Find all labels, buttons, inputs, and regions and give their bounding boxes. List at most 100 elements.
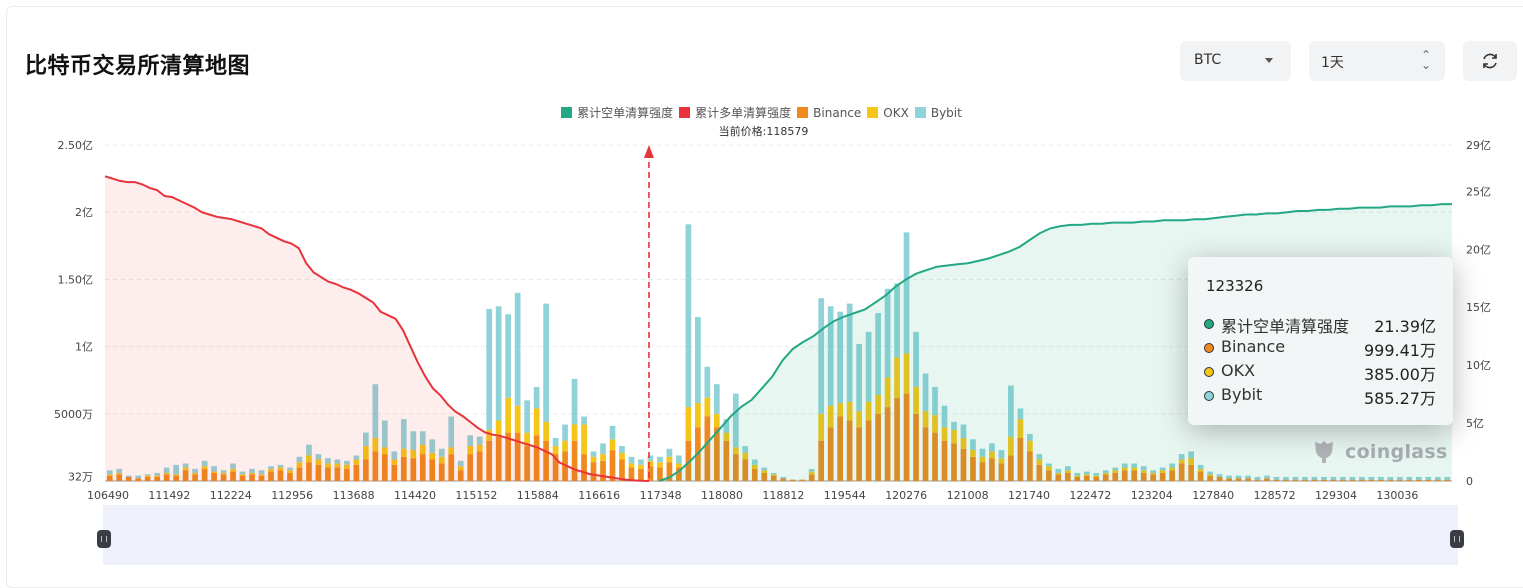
bybit-bar <box>1311 476 1318 480</box>
binance-bar <box>941 440 948 481</box>
bybit-bar <box>1368 476 1375 480</box>
bybit-bar <box>135 475 142 479</box>
legend-item[interactable]: OKX <box>867 106 909 120</box>
bybit-bar <box>1131 463 1138 468</box>
bybit-bar <box>1340 476 1346 480</box>
okx-bar <box>657 462 663 468</box>
x-axis-tick: 112956 <box>271 489 313 502</box>
binance-bar <box>514 432 521 481</box>
legend-swatch <box>561 107 573 118</box>
okx-bar <box>448 447 455 455</box>
timeframe-select[interactable]: 1天 ⌃ ⌄ <box>1309 41 1445 81</box>
binance-bar <box>457 470 464 481</box>
okx-bar <box>723 432 730 441</box>
binance-bar <box>1330 479 1337 481</box>
bybit-bar <box>363 432 369 447</box>
x-axis-tick: 115884 <box>517 489 559 502</box>
symbol-select[interactable]: BTC <box>1180 41 1291 81</box>
bybit-bar <box>571 378 578 425</box>
binance-bar <box>438 463 445 481</box>
legend-item[interactable]: 累计多单清算强度 <box>679 104 791 121</box>
okx-bar <box>220 472 227 475</box>
bybit-bar <box>685 224 692 408</box>
binance-bar <box>581 454 587 481</box>
binance-bar <box>116 474 123 481</box>
y-axis-right-tick: 5亿 <box>1466 417 1484 430</box>
okx-bar <box>230 468 236 472</box>
okx-bar <box>922 411 929 428</box>
x-axis-tick: 106490 <box>87 489 129 502</box>
long-cumulative-line <box>104 175 650 482</box>
okx-bar <box>827 405 834 428</box>
bybit-bar <box>628 456 635 464</box>
bybit-bar <box>1292 476 1299 480</box>
okx-bar <box>249 472 255 475</box>
legend-item[interactable]: 累计空单清算强度 <box>561 104 673 121</box>
binance-bar <box>1378 479 1384 481</box>
binance-bar <box>742 459 749 481</box>
bybit-bar <box>998 450 1005 459</box>
bybit-bar <box>761 467 768 471</box>
bybit-bar <box>457 460 464 467</box>
okx-bar <box>761 470 768 473</box>
bybit-bar <box>609 425 616 440</box>
okx-bar <box>211 471 217 473</box>
binance-bar <box>467 454 474 481</box>
bybit-bar <box>514 292 521 406</box>
bybit-bar <box>486 308 493 430</box>
coinglass-watermark: coinglass <box>1313 436 1447 470</box>
okx-bar <box>846 401 853 421</box>
tooltip-dot <box>1204 343 1214 353</box>
tooltip-name: OKX <box>1221 361 1256 380</box>
y-axis-right-tick: 10亿 <box>1466 359 1491 372</box>
bybit-bar <box>770 472 777 475</box>
bybit-bar <box>1387 476 1394 480</box>
bybit-bar <box>875 313 881 395</box>
okx-bar <box>1046 466 1052 471</box>
okx-bar <box>239 474 246 476</box>
legend-item[interactable]: Binance <box>797 106 861 120</box>
bybit-bar <box>979 448 986 457</box>
binance-bar <box>1387 479 1394 481</box>
binance-bar <box>201 468 208 481</box>
okx-bar <box>1102 472 1109 475</box>
okx-bar <box>1074 475 1081 477</box>
binance-bar <box>657 467 663 481</box>
binance-bar <box>903 393 910 481</box>
bybit-bar <box>1083 471 1090 475</box>
binance-bar <box>363 459 369 481</box>
binance-bar <box>1197 471 1204 481</box>
bybit-bar <box>391 451 398 460</box>
okx-bar <box>894 357 900 398</box>
y-axis-right-tick: 15亿 <box>1466 301 1491 314</box>
okx-bar <box>732 447 739 455</box>
x-axis-tick: 129304 <box>1315 489 1357 502</box>
bybit-bar <box>619 446 625 453</box>
binance-bar <box>325 467 331 481</box>
tooltip-name: 累计空单清算强度 <box>1221 317 1350 336</box>
okx-bar <box>457 466 464 471</box>
tooltip-value: 999.41万 <box>1364 341 1436 360</box>
y-axis-left-tick: 32万 <box>68 471 93 484</box>
bybit-bar <box>951 421 957 430</box>
bybit-bar <box>552 437 559 447</box>
slider-left-handle[interactable] <box>97 530 111 548</box>
slider-right-handle[interactable] <box>1450 530 1464 548</box>
refresh-button[interactable] <box>1463 41 1517 81</box>
binance-bar <box>1093 476 1100 481</box>
binance-bar <box>875 413 881 481</box>
bybit-bar <box>1074 472 1081 476</box>
legend-item[interactable]: Bybit <box>914 106 962 120</box>
bybit-bar <box>325 458 331 464</box>
binance-bar <box>1226 478 1232 481</box>
binance-bar <box>676 467 682 481</box>
bybit-bar <box>647 455 654 461</box>
range-slider[interactable] <box>103 505 1458 565</box>
bybit-bar <box>1064 466 1071 471</box>
okx-bar <box>325 463 331 468</box>
bybit-bar <box>657 456 663 463</box>
bybit-bar <box>704 366 711 398</box>
okx-bar <box>619 452 625 460</box>
okx-bar <box>590 456 597 463</box>
tooltip-row: Bybit 585.27万 <box>1204 384 1436 408</box>
